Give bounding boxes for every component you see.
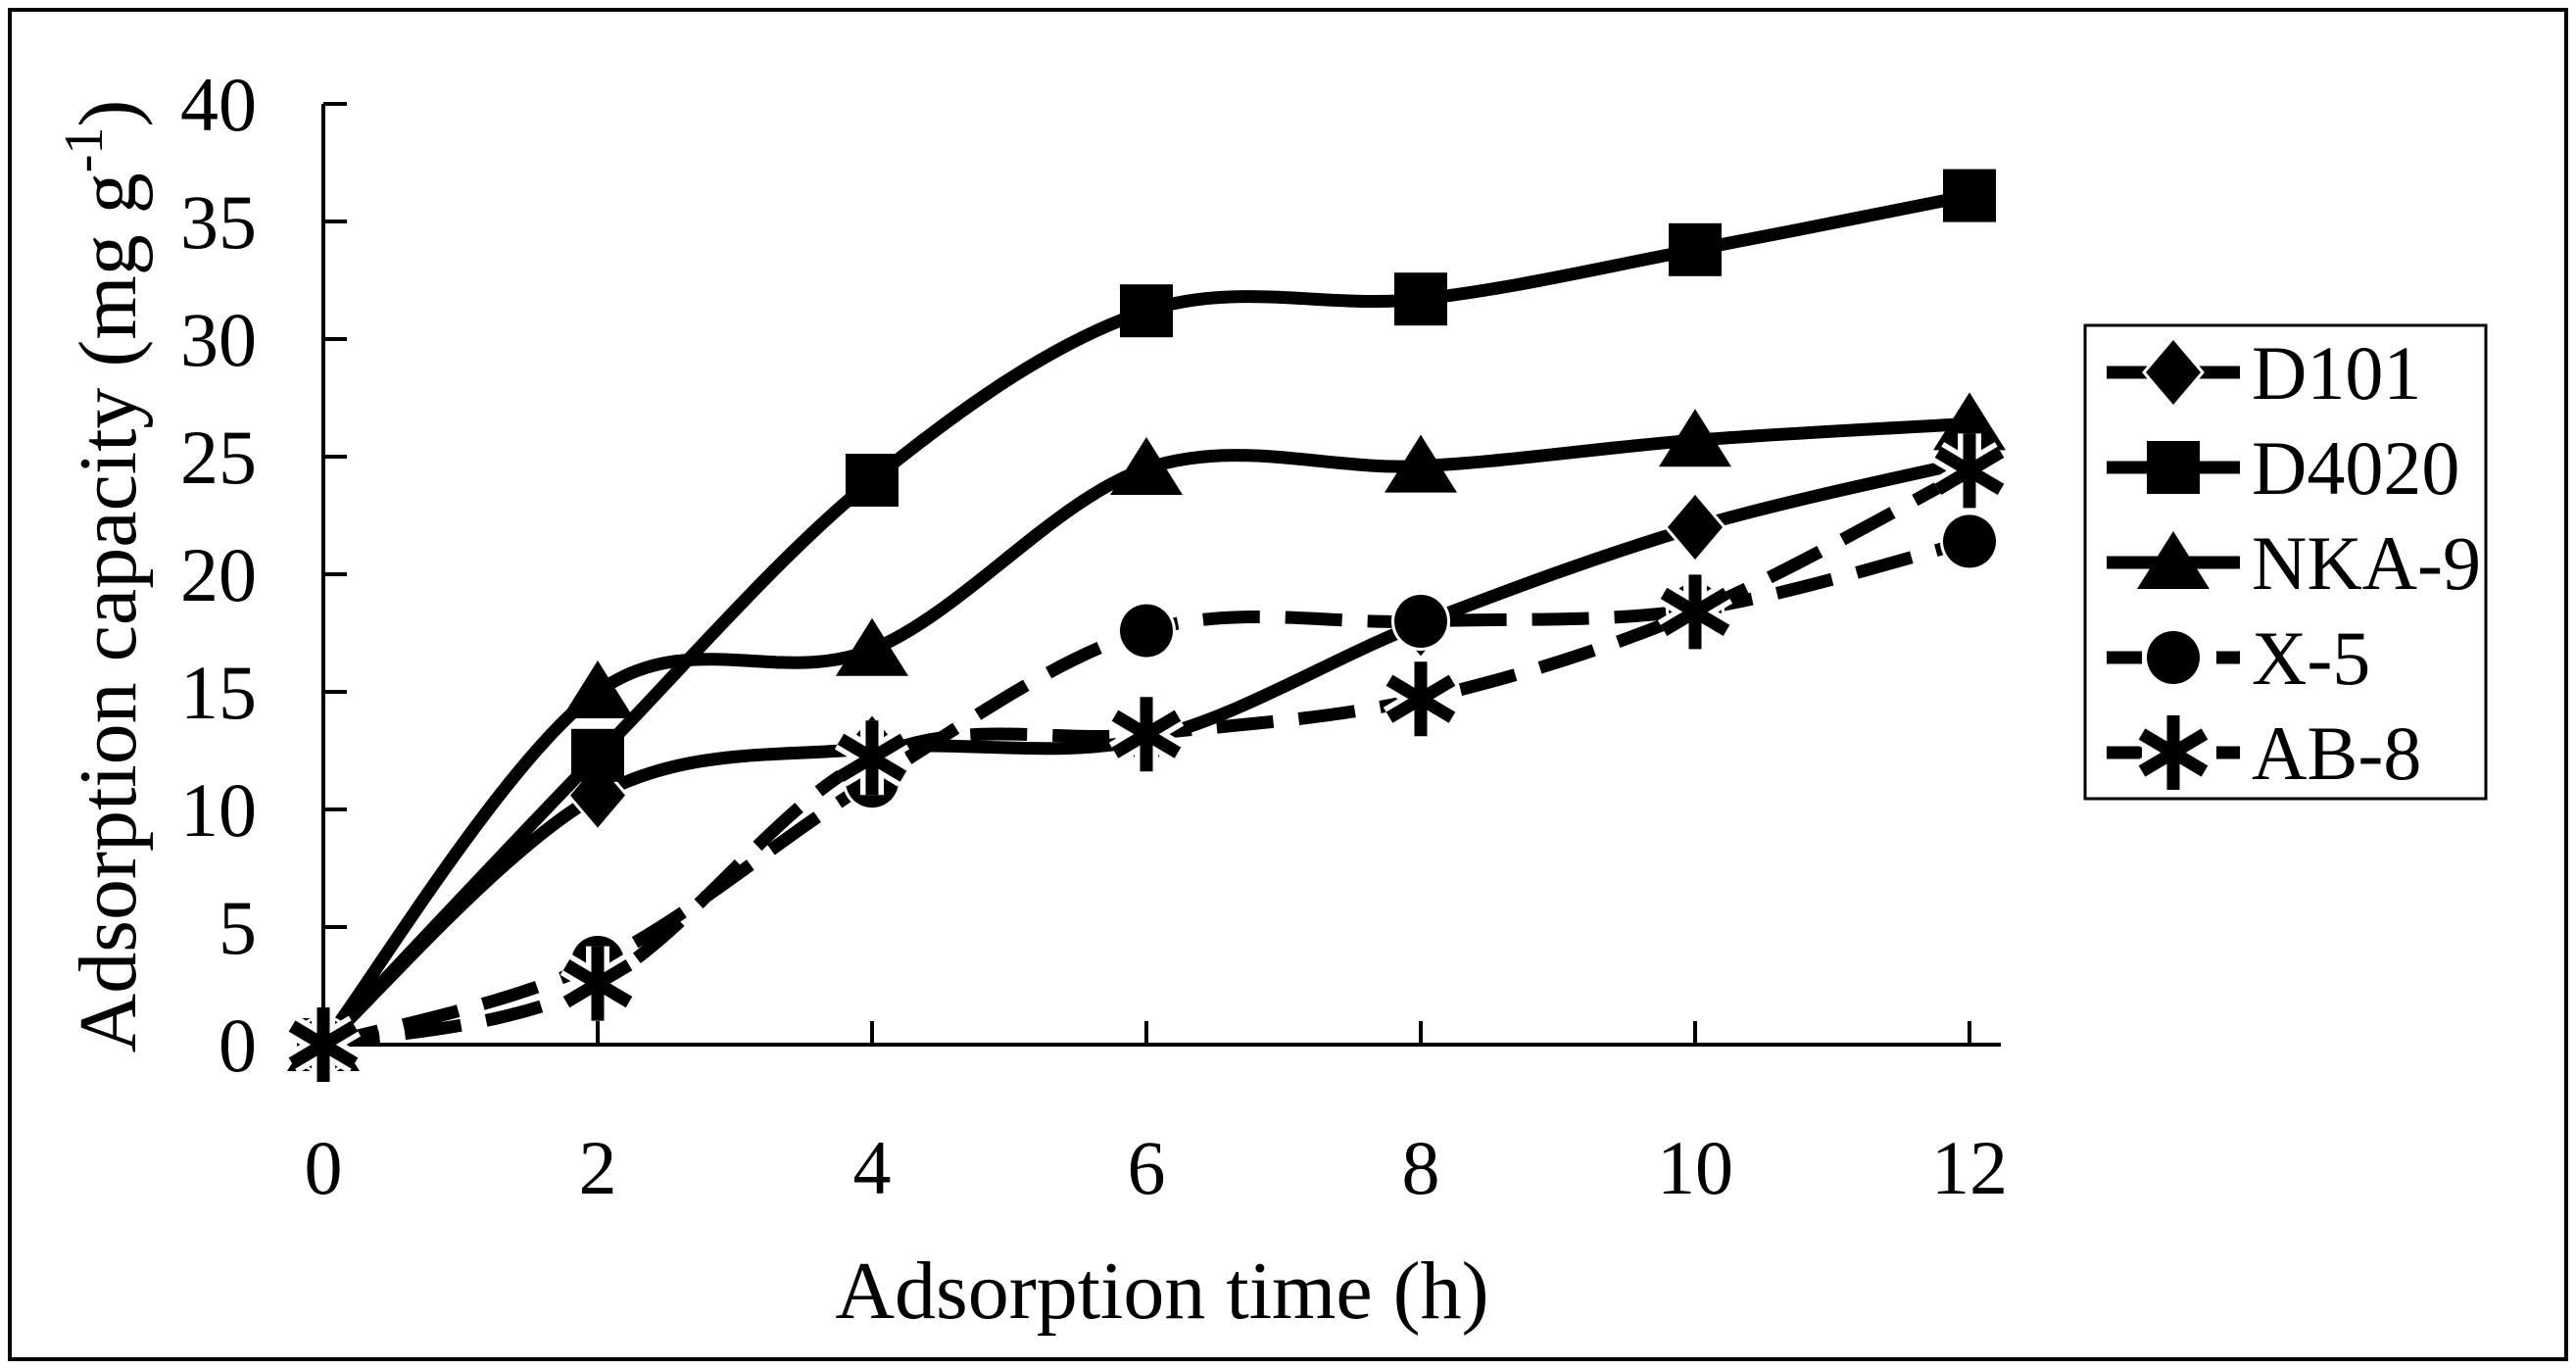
y-axis-title-close: ): [63, 100, 154, 127]
legend-item-AB-8: AB-8: [2107, 710, 2421, 796]
circle-marker-legend-X-5: [2144, 628, 2203, 687]
triangle-marker-legend-NKA-9: [2137, 531, 2210, 589]
asterisk-marker-AB-8: [288, 1020, 359, 1069]
y-tick-label: 15: [180, 650, 257, 735]
x-tick-label: 4: [853, 1125, 892, 1210]
x-tick-label: 12: [1931, 1125, 2008, 1210]
square-marker-D4020: [1394, 272, 1447, 326]
square-marker-D4020: [1669, 222, 1722, 276]
series-lines: [285, 169, 2008, 1082]
x-axis-title: Adsorption time (h): [835, 1246, 1488, 1337]
asterisk-marker-AB-8: [837, 733, 907, 782]
legend-label-D101: D101: [2252, 330, 2421, 416]
y-axis-title-superscript: -1: [54, 127, 115, 173]
y-tick-label: 10: [180, 767, 257, 853]
series-AB-8: [285, 433, 2008, 1082]
legend-label-NKA-9: NKA-9: [2252, 520, 2481, 606]
triangle-marker-NKA-9: [1385, 434, 1457, 493]
y-tick-label: 0: [219, 1002, 257, 1088]
asterisk-marker-AB-8: [1111, 709, 1182, 758]
y-tick-label: 5: [219, 885, 257, 970]
triangle-marker-NKA-9: [561, 660, 634, 718]
asterisk-marker-AB-8: [562, 959, 633, 1008]
square-marker-D4020: [846, 454, 899, 507]
asterisk-marker-AB-8: [1934, 446, 2005, 495]
triangle-marker-NKA-9: [1933, 392, 2006, 451]
y-tick-label: 25: [180, 415, 257, 500]
diamond-marker-legend-D101: [2142, 335, 2205, 410]
legend-item-NKA-9: NKA-9: [2107, 520, 2481, 606]
x-tick-label: 8: [1402, 1125, 1440, 1210]
axes: 0 5 10 15 20 25 30 35 40 0 2 4 6 8 10 12: [180, 62, 2008, 1210]
y-axis-title-base: Adsorption capacity (mg g: [63, 172, 154, 1052]
legend-label-X-5: X-5: [2252, 615, 2370, 701]
y-axis-title: Adsorption capacity (mg g-1): [54, 100, 154, 1053]
triangle-marker-NKA-9: [1659, 409, 1731, 467]
square-marker-D4020: [571, 728, 624, 782]
y-tick-label: 40: [180, 62, 257, 147]
y-tick-label: 35: [180, 179, 257, 265]
circle-marker-X-5: [1391, 592, 1450, 651]
square-marker-D4020: [1120, 284, 1173, 338]
y-tick-label: 30: [180, 297, 257, 382]
asterisk-marker-AB-8: [1385, 674, 1456, 723]
asterisk-marker-AB-8: [1660, 587, 1730, 636]
x-tick-label: 2: [579, 1125, 617, 1210]
x-tick-label: 6: [1128, 1125, 1166, 1210]
legend-label-D4020: D4020: [2252, 425, 2459, 511]
legend-item-D4020: D4020: [2107, 425, 2459, 511]
legend-label-AB-8: AB-8: [2252, 710, 2421, 796]
legend-item-X-5: X-5: [2107, 615, 2370, 701]
circle-marker-X-5: [1940, 512, 1999, 571]
square-marker-legend-D4020: [2147, 441, 2200, 494]
x-tick-label: 0: [305, 1125, 343, 1210]
legend-item-D101: D101: [2107, 330, 2421, 416]
x-tick-label: 10: [1657, 1125, 1733, 1210]
legend: D101 D4020 NKA-9 X-5 AB-8: [2083, 323, 2488, 801]
y-tick-label: 20: [180, 532, 257, 617]
circle-marker-X-5: [1117, 601, 1176, 660]
asterisk-marker-legend-AB-8: [2138, 728, 2209, 777]
diamond-marker-D101: [1664, 490, 1726, 564]
square-marker-D4020: [1943, 169, 1996, 222]
triangle-marker-NKA-9: [1110, 437, 1183, 495]
triangle-marker-NKA-9: [836, 617, 908, 676]
